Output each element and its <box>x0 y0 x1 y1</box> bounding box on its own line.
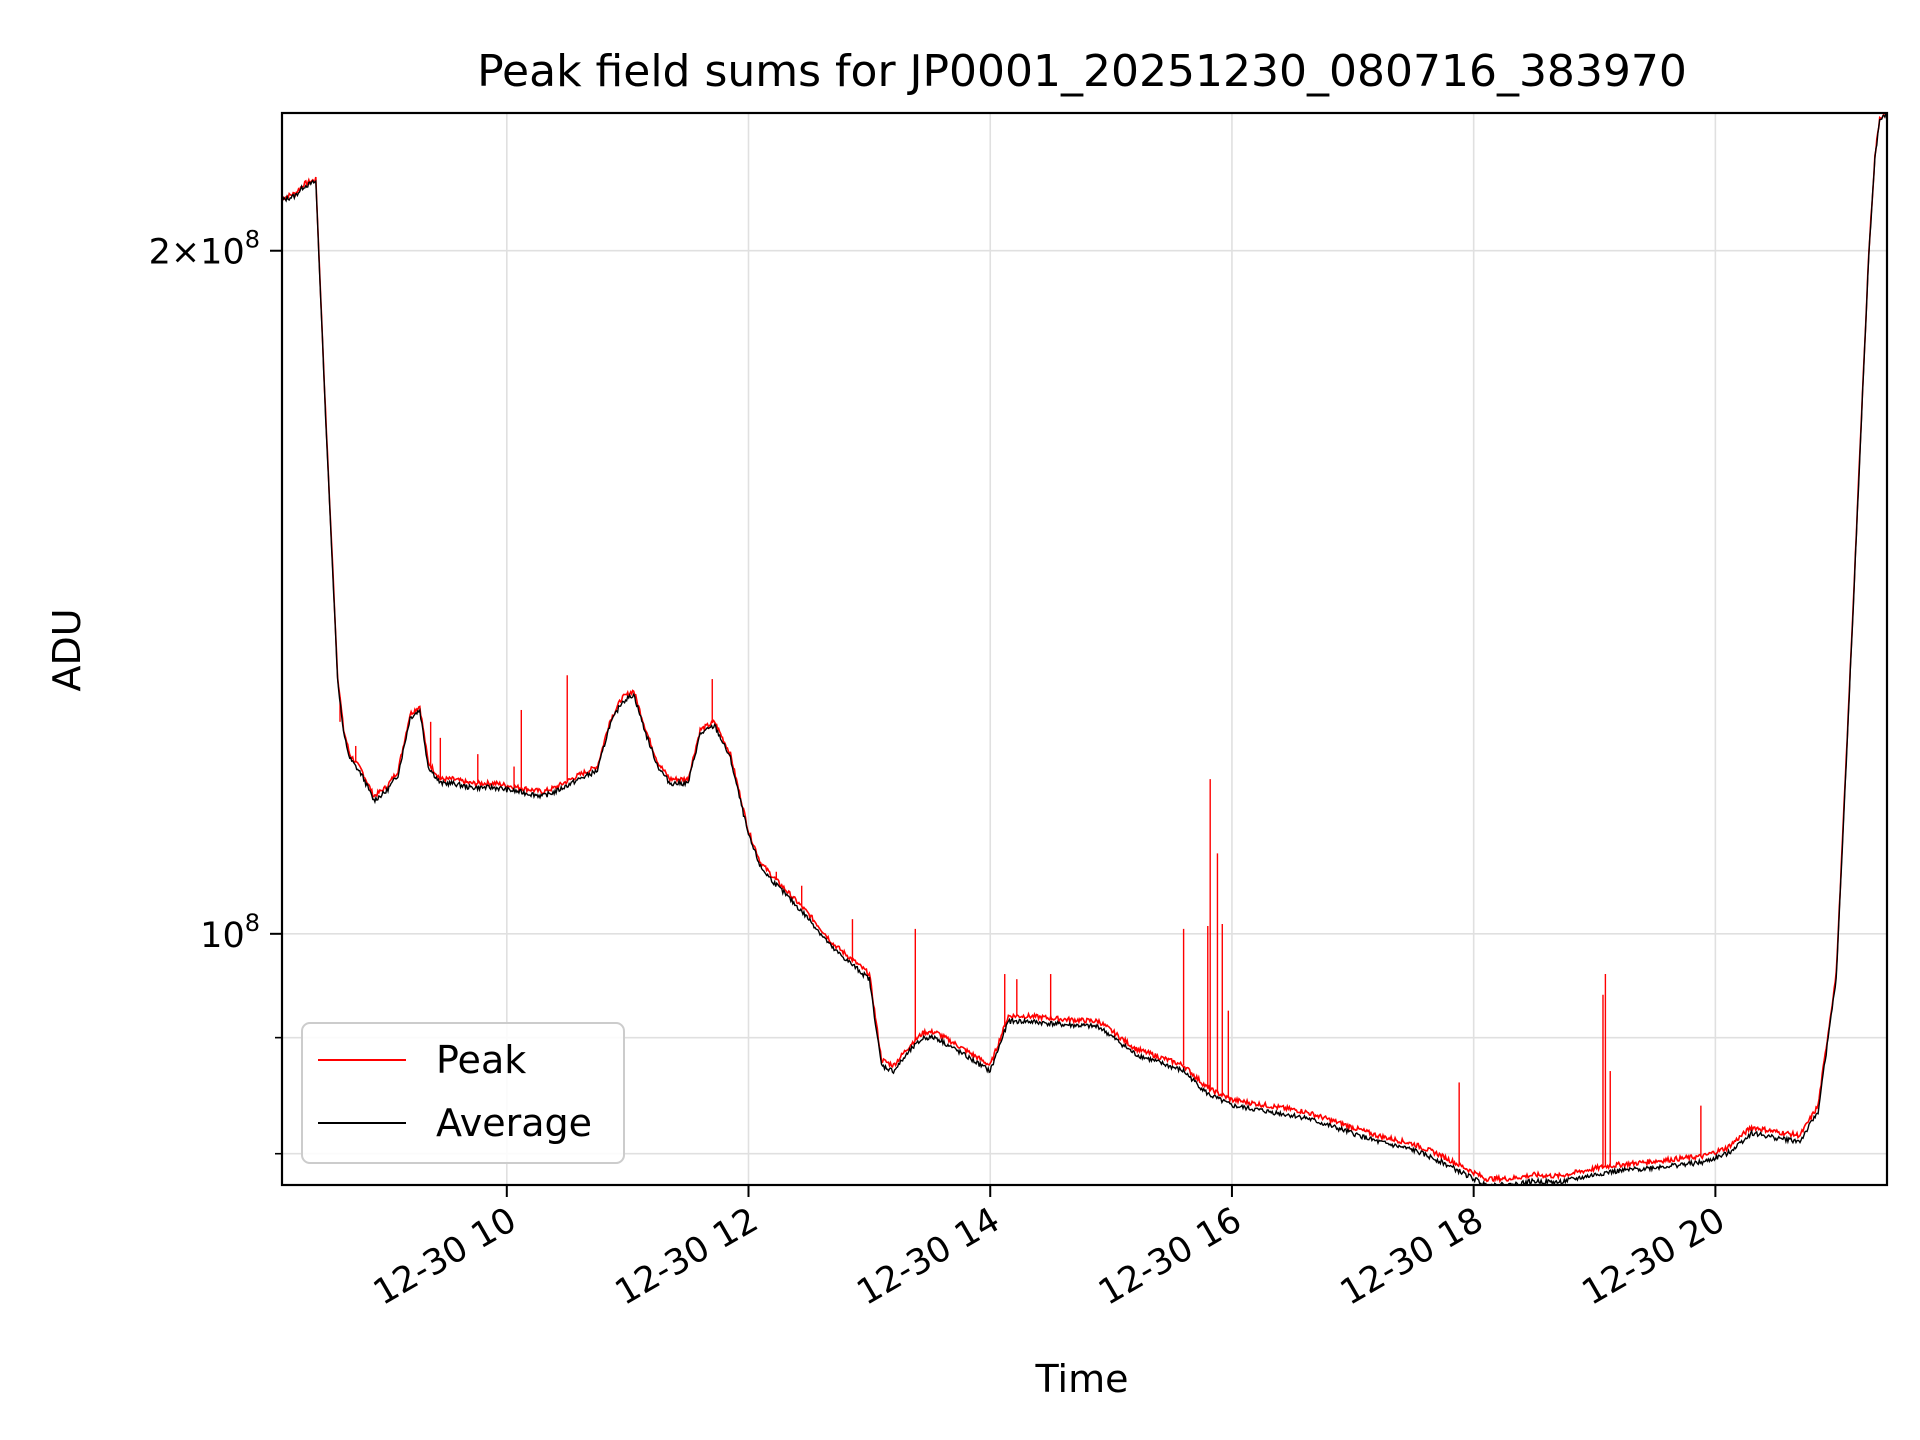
x-axis-label: Time <box>1035 1357 1129 1401</box>
y-tick-base: 10 <box>200 916 245 956</box>
series-line-average <box>282 113 1887 1185</box>
y-tick-exponent: 8 <box>245 909 260 937</box>
legend: Peak Average <box>301 1022 625 1164</box>
legend-label-peak: Peak <box>436 1038 526 1082</box>
y-tick-base: 10 <box>200 233 245 273</box>
y-tick-label: 2×108 <box>149 226 260 273</box>
chart-title: Peak field sums for JP0001_20251230_0807… <box>477 46 1687 97</box>
series-line-peak <box>282 113 1887 1184</box>
series-layer <box>282 113 1887 1185</box>
y-tick-label: 108 <box>200 909 260 956</box>
plot-frame <box>280 111 1889 1187</box>
legend-box <box>301 1022 625 1164</box>
legend-label-average: Average <box>436 1101 592 1145</box>
y-axis-label: ADU <box>45 608 89 691</box>
y-tick-exponent: 8 <box>245 226 260 254</box>
y-tick-multiplier: 2× <box>149 233 201 273</box>
